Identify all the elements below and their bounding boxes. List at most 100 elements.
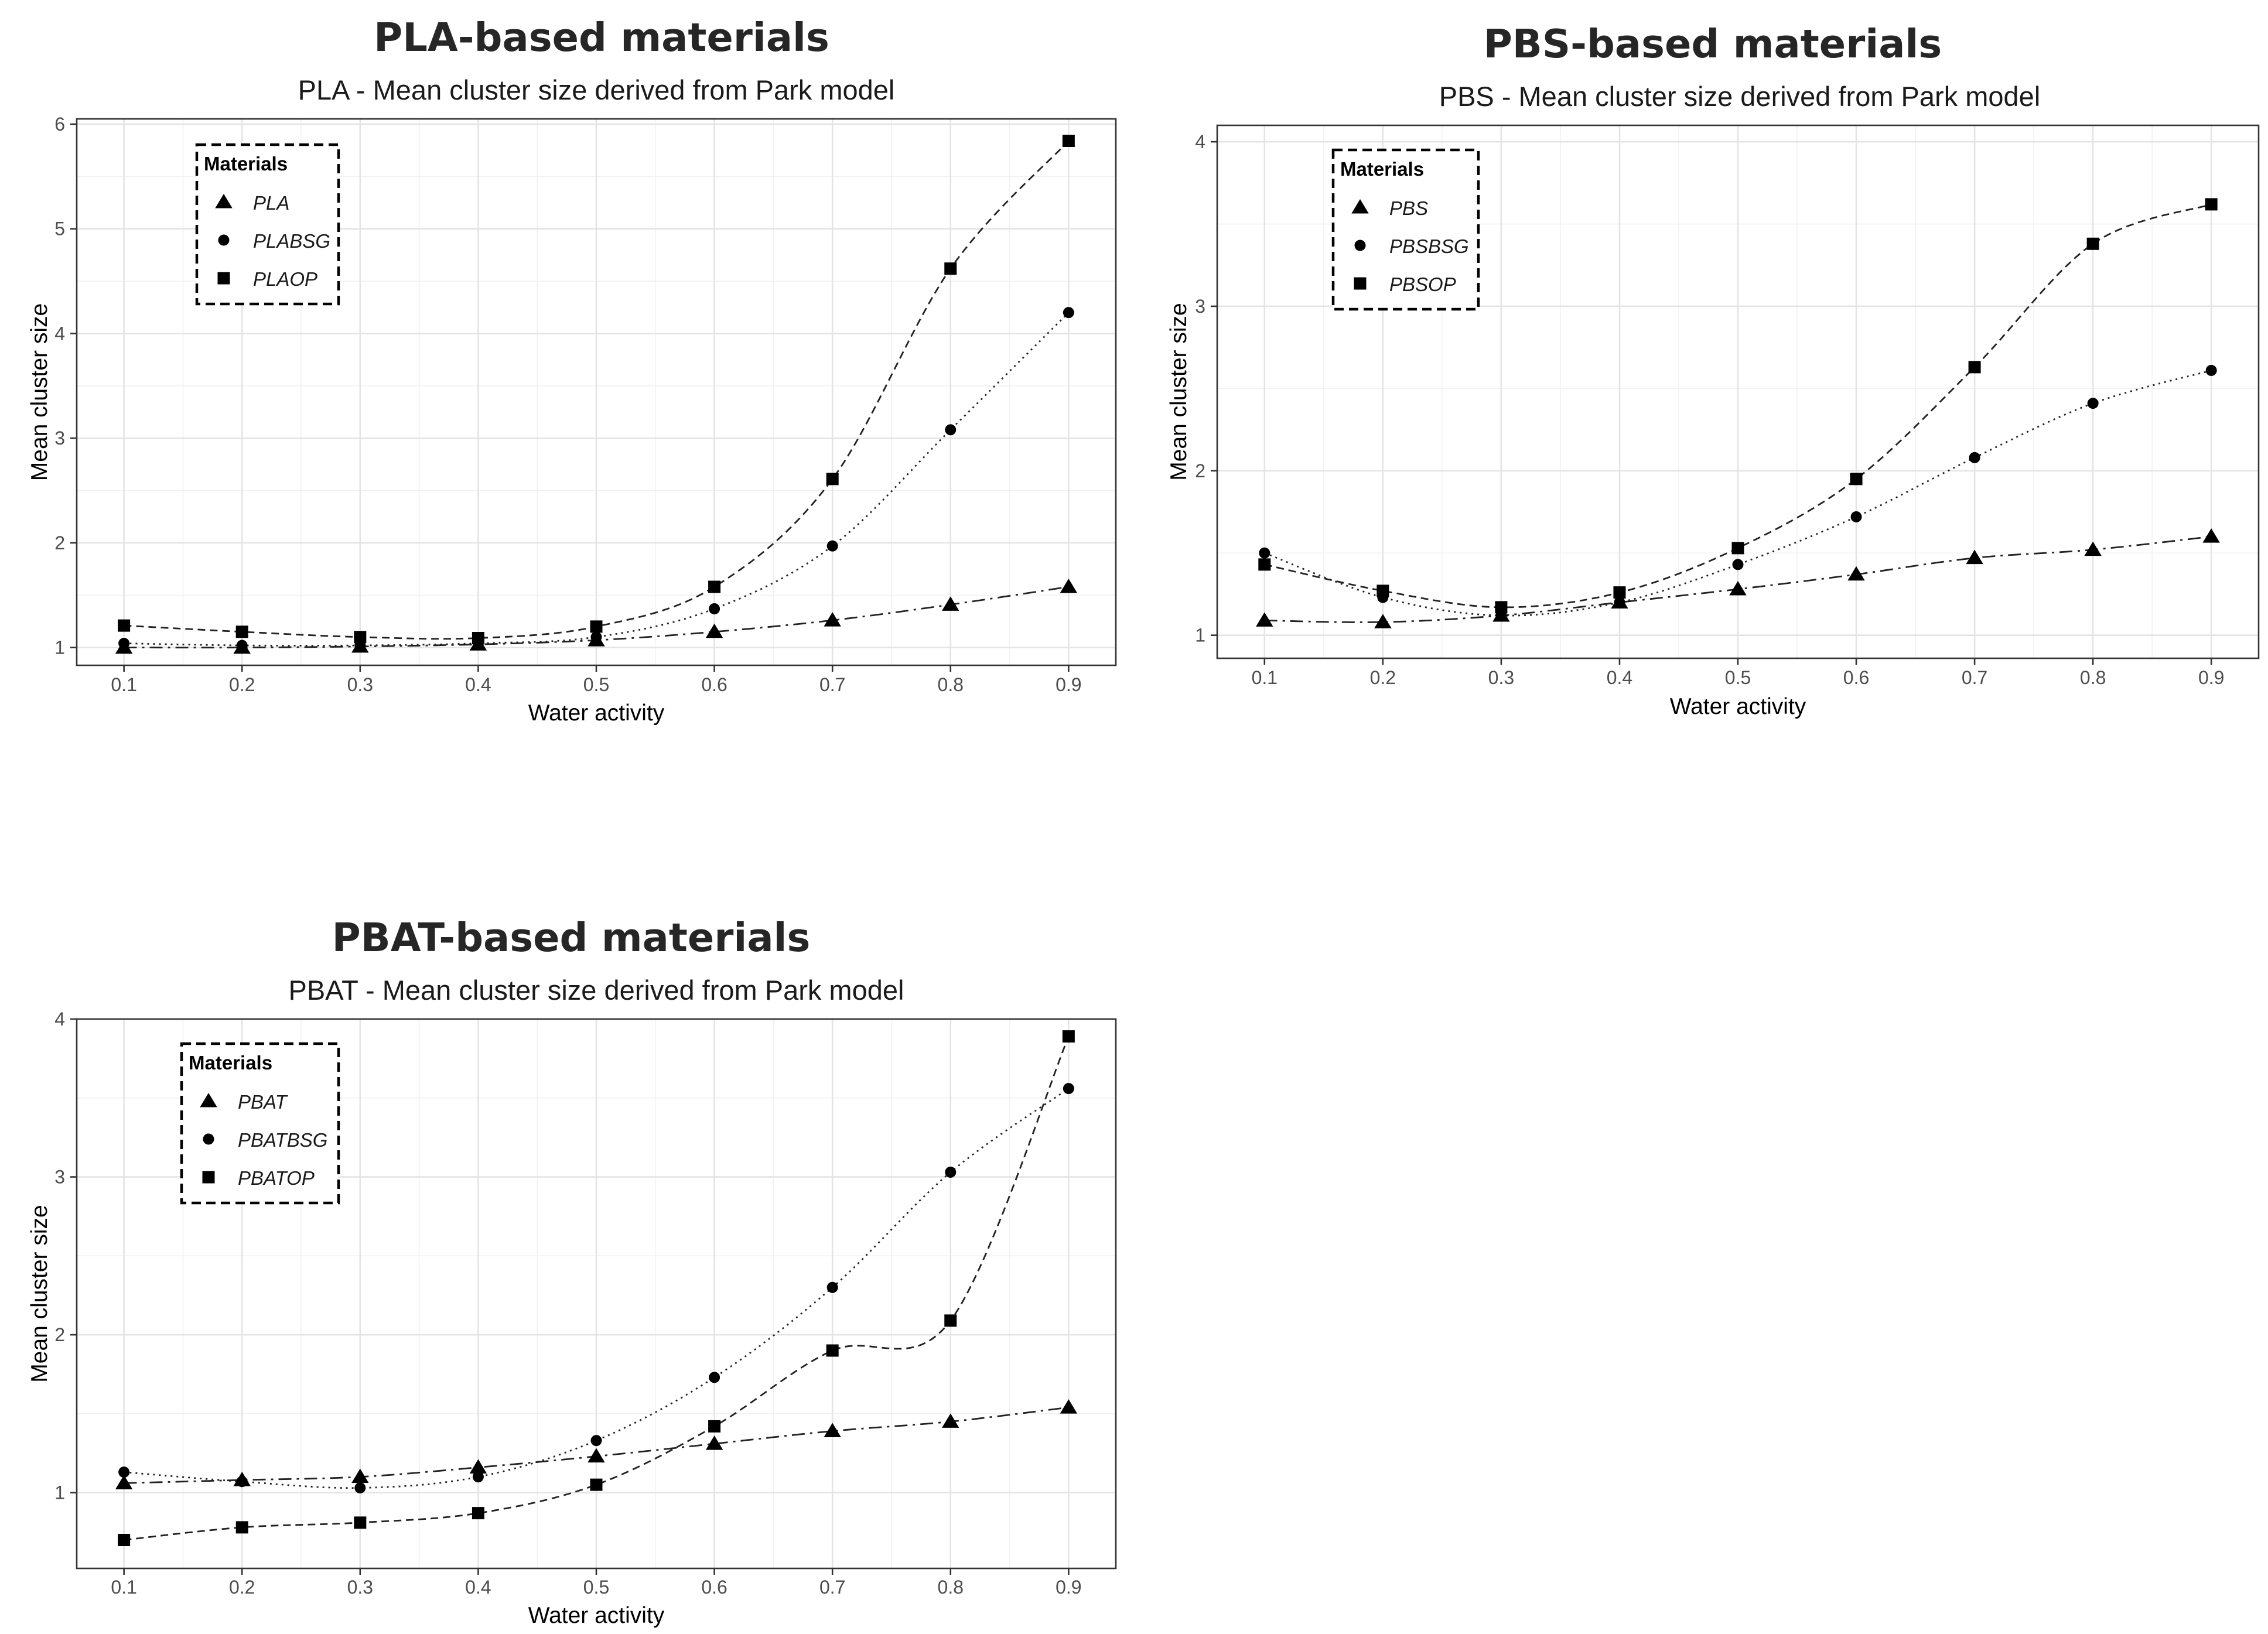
legend-label: PBSOP bbox=[1389, 274, 1456, 295]
y-tick-label: 3 bbox=[54, 428, 65, 449]
data-point-pbs bbox=[2084, 541, 2102, 556]
data-point-plaop bbox=[235, 625, 248, 638]
data-point-plabsg bbox=[1063, 307, 1074, 319]
data-point-pla bbox=[705, 623, 723, 638]
data-point-pla bbox=[1060, 578, 1078, 593]
data-point-pbatop bbox=[708, 1420, 721, 1433]
data-point-plaop bbox=[944, 262, 957, 275]
legend-key-plabsg bbox=[218, 234, 230, 246]
x-tick-label: 0.6 bbox=[1843, 667, 1869, 688]
data-point-plabsg bbox=[118, 637, 130, 649]
x-tick-label: 0.1 bbox=[111, 674, 136, 695]
data-point-plaop bbox=[1062, 135, 1075, 148]
x-tick-label: 0.9 bbox=[2198, 667, 2224, 688]
legend: Materials PBS PBSBSG PBSOP bbox=[1331, 148, 1480, 311]
data-point-pbsbsg bbox=[1732, 559, 1744, 570]
chart-subtitle: PLA - Mean cluster size derived from Par… bbox=[298, 74, 895, 105]
x-tick-label: 0.2 bbox=[229, 1577, 255, 1598]
x-tick-label: 0.7 bbox=[819, 674, 845, 695]
y-axis-title: Mean cluster size bbox=[1166, 303, 1191, 480]
data-point-pbatbsg bbox=[236, 1476, 248, 1488]
data-point-pbat bbox=[824, 1423, 841, 1437]
y-tick-label: 4 bbox=[1195, 131, 1205, 152]
data-point-pbat bbox=[115, 1475, 133, 1489]
data-point-plabsg bbox=[945, 424, 957, 436]
y-tick-label: 1 bbox=[54, 637, 65, 658]
data-point-pbatbsg bbox=[118, 1467, 130, 1478]
data-point-pbsop bbox=[2086, 237, 2099, 250]
chart-panel-pbat: PBAT-based materials PBAT - Mean cluster … bbox=[27, 915, 1117, 1628]
legend-key-pbatbsg bbox=[203, 1133, 214, 1145]
x-tick-label: 0.1 bbox=[111, 1577, 136, 1598]
legend-key-pbsbsg bbox=[1354, 240, 1366, 251]
x-tick-label: 0.7 bbox=[1962, 667, 1987, 688]
legend-key-pbatop bbox=[202, 1171, 215, 1184]
data-point-plaop bbox=[118, 619, 131, 632]
legend-title: Materials bbox=[189, 1052, 272, 1074]
x-tick-label: 0.1 bbox=[1252, 667, 1278, 688]
data-point-pbs bbox=[2202, 528, 2220, 543]
data-point-pbatop bbox=[826, 1344, 839, 1357]
data-point-pbsbsg bbox=[1850, 511, 1862, 522]
y-axis-title: Mean cluster size bbox=[27, 1205, 52, 1382]
x-tick-label: 0.7 bbox=[819, 1577, 845, 1598]
data-point-pbat bbox=[942, 1413, 959, 1428]
legend-key-pbs bbox=[1351, 199, 1369, 214]
legend-title: Materials bbox=[204, 153, 288, 175]
data-point-pbat bbox=[469, 1459, 487, 1474]
x-tick-label: 0.4 bbox=[465, 674, 491, 695]
legend-label: PBATOP bbox=[238, 1167, 315, 1189]
data-point-pbatop bbox=[472, 1507, 484, 1520]
data-point-pbatop bbox=[944, 1314, 957, 1327]
data-point-pbatop bbox=[590, 1478, 603, 1491]
chart-title: PBAT-based materials bbox=[332, 915, 811, 960]
y-tick-label: 1 bbox=[1195, 625, 1205, 646]
data-point-pbatbsg bbox=[826, 1281, 838, 1293]
x-tick-label: 0.8 bbox=[938, 674, 964, 695]
data-point-pbs bbox=[1729, 581, 1747, 596]
data-point-pbsop bbox=[2205, 198, 2218, 211]
legend-key-pla bbox=[215, 194, 233, 208]
x-tick-label: 0.6 bbox=[701, 1577, 727, 1598]
data-point-pbsop bbox=[1731, 542, 1744, 555]
x-tick-label: 0.3 bbox=[347, 1577, 373, 1598]
series-line-plaop bbox=[124, 140, 1070, 640]
data-point-pbatbsg bbox=[472, 1471, 484, 1483]
y-tick-label: 2 bbox=[54, 532, 65, 553]
data-point-pbatop bbox=[235, 1521, 248, 1534]
data-point-plaop bbox=[826, 473, 839, 486]
data-point-plaop bbox=[708, 580, 721, 593]
data-point-pbatbsg bbox=[709, 1372, 720, 1383]
data-point-pbat bbox=[588, 1448, 605, 1463]
legend-label: PLA bbox=[253, 192, 289, 214]
data-point-pbat bbox=[351, 1468, 369, 1483]
x-tick-label: 0.8 bbox=[2080, 667, 2106, 688]
data-point-pbs bbox=[1256, 612, 1273, 627]
x-tick-label: 0.5 bbox=[583, 674, 609, 695]
chart-title: PBS-based materials bbox=[1484, 21, 1942, 67]
data-point-pbatbsg bbox=[354, 1482, 366, 1494]
legend-box bbox=[195, 143, 340, 306]
x-axis-title: Water activity bbox=[528, 700, 665, 726]
x-tick-label: 0.9 bbox=[1056, 1577, 1081, 1598]
x-tick-label: 0.3 bbox=[347, 674, 373, 695]
data-point-plabsg bbox=[709, 603, 720, 615]
data-point-pbsbsg bbox=[2087, 398, 2099, 409]
data-point-pbsop bbox=[1495, 601, 1508, 614]
data-point-pbatop bbox=[1062, 1030, 1075, 1043]
data-point-pbs bbox=[1847, 566, 1865, 581]
y-axis-title: Mean cluster size bbox=[27, 303, 52, 481]
x-tick-label: 0.4 bbox=[1607, 667, 1632, 688]
data-point-pbsop bbox=[1258, 558, 1271, 571]
data-point-pbatbsg bbox=[590, 1435, 602, 1447]
x-tick-label: 0.5 bbox=[1725, 667, 1751, 688]
data-point-pbs bbox=[1374, 614, 1392, 628]
y-tick-label: 4 bbox=[54, 1009, 65, 1030]
series-line-pbsbsg bbox=[1264, 370, 2212, 617]
legend-label: PBS bbox=[1389, 197, 1428, 219]
data-point-pbsop bbox=[1376, 584, 1389, 597]
data-point-pbat bbox=[1060, 1399, 1078, 1414]
data-point-pbs bbox=[1966, 549, 1983, 565]
x-tick-label: 0.6 bbox=[701, 674, 727, 695]
